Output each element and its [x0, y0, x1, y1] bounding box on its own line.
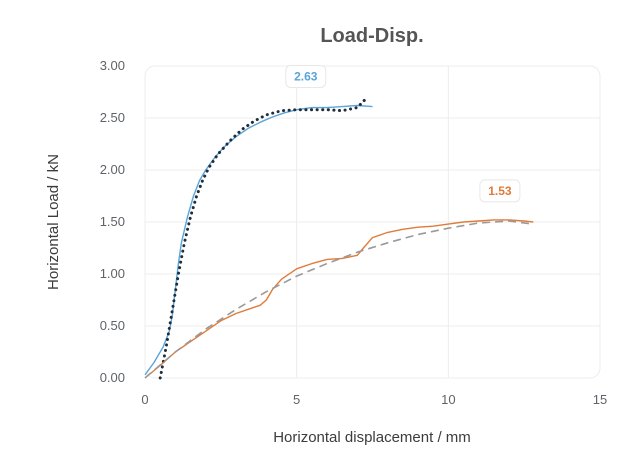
x-tick-label: 15: [593, 392, 607, 407]
peak-value-badge: 2.63: [285, 64, 327, 88]
peak-badge-box: [479, 179, 521, 203]
y-tick-label: 0.00: [100, 370, 125, 385]
x-axis-title: Horizontal displacement / mm: [273, 429, 471, 446]
y-tick-label: 2.00: [100, 162, 125, 177]
y-tick-label: 1.00: [100, 266, 125, 281]
x-axis-ticks: 0 5 10 15: [141, 392, 607, 407]
grid: [145, 66, 600, 378]
y-tick-label: 0.50: [100, 318, 125, 333]
series-line-dashed: [144, 220, 534, 379]
x-tick-label: 5: [293, 392, 300, 407]
series-group: [144, 96, 534, 380]
series-line-dotted: [158, 96, 368, 380]
peak-badge-box: [285, 64, 327, 88]
peak-value-badge: 1.53: [479, 179, 521, 203]
chart-title: Load-Disp.: [320, 25, 423, 47]
series-line-orange: [144, 219, 534, 379]
x-tick-label: 0: [141, 392, 148, 407]
y-tick-label: 2.50: [100, 110, 125, 125]
y-axis-title: Horizontal Load / kN: [45, 154, 62, 290]
y-tick-label: 1.50: [100, 214, 125, 229]
x-tick-label: 10: [441, 392, 455, 407]
y-axis-ticks: 0.00 0.50 1.00 1.50 2.00 2.50 3.00: [100, 58, 125, 385]
peak-badge-label: 2.63: [294, 69, 318, 83]
peak-badge-label: 1.53: [488, 184, 512, 198]
y-tick-label: 3.00: [100, 58, 125, 73]
annotations: 2.63 1.53: [285, 64, 521, 203]
